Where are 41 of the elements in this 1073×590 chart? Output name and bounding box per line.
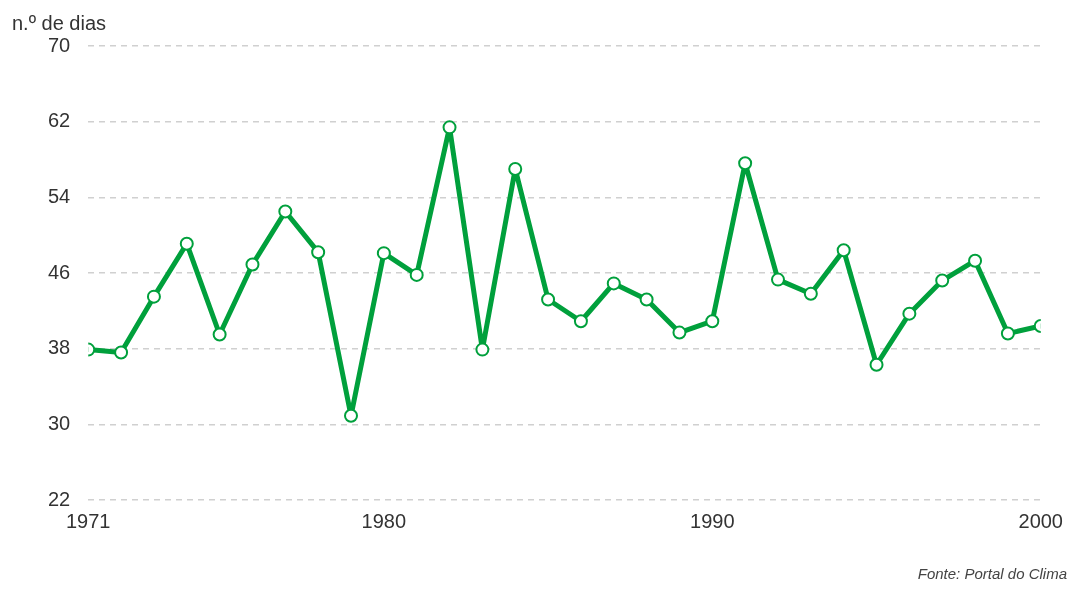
point <box>311 245 326 260</box>
point <box>409 267 424 282</box>
point <box>541 292 556 307</box>
x-tick-label: 2000 <box>1018 509 1063 532</box>
point <box>114 345 129 360</box>
point <box>344 408 359 423</box>
point <box>639 292 654 307</box>
x-tick-label: 1980 <box>361 509 407 532</box>
point <box>573 314 588 329</box>
y-tick-label: 38 <box>48 336 71 359</box>
point <box>935 273 950 288</box>
point <box>442 120 457 135</box>
point <box>245 257 260 272</box>
point <box>475 342 490 357</box>
point <box>606 276 621 291</box>
point <box>968 253 983 268</box>
point <box>803 286 818 301</box>
point <box>770 272 785 287</box>
point <box>179 236 194 251</box>
point <box>836 243 851 258</box>
point <box>212 327 227 342</box>
y-tick-label: 62 <box>48 109 71 132</box>
source-note: Fonte: Portal do Clima <box>917 565 1067 582</box>
point <box>508 161 523 176</box>
point <box>902 306 917 321</box>
point <box>1000 326 1015 341</box>
x-tick-label: 1990 <box>690 509 735 532</box>
y-axis-title: n.º de dias <box>12 12 107 35</box>
y-tick-label: 70 <box>48 33 71 56</box>
point <box>672 325 687 340</box>
point <box>278 204 293 219</box>
y-tick-label: 54 <box>48 184 71 207</box>
point <box>705 314 720 329</box>
point <box>146 289 161 304</box>
y-tick-label: 22 <box>48 487 71 510</box>
point <box>738 156 753 171</box>
y-tick-label: 30 <box>48 411 71 434</box>
point <box>376 246 391 261</box>
y-tick-label: 46 <box>48 260 71 283</box>
x-tick-label: 1971 <box>66 509 111 532</box>
point <box>869 357 884 372</box>
